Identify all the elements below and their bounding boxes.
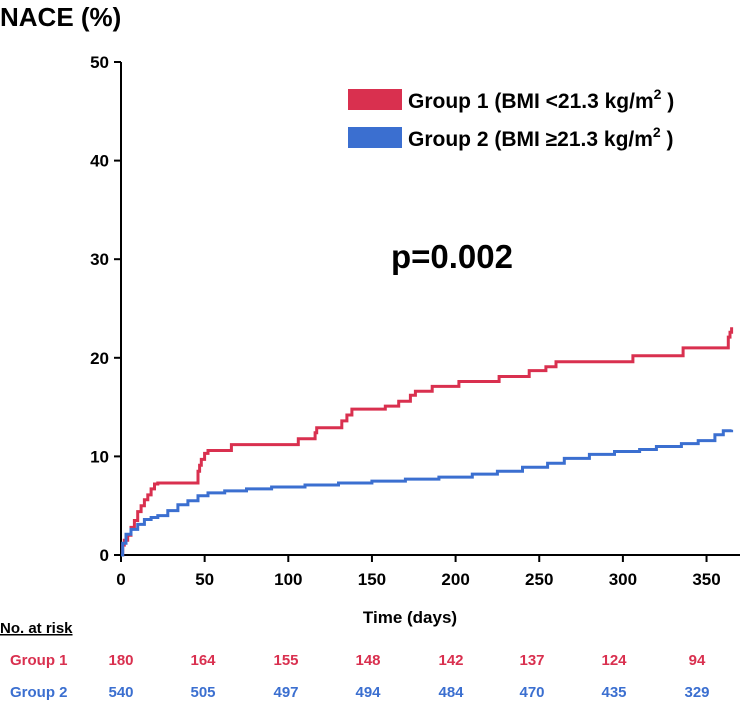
y-tick-label: 0 xyxy=(100,546,109,565)
risk-row-label: Group 1 xyxy=(10,652,68,669)
y-tick-label: 40 xyxy=(90,152,109,171)
risk-value: 470 xyxy=(519,684,544,701)
risk-value: 124 xyxy=(601,652,627,669)
risk-value: 137 xyxy=(519,652,544,669)
legend-swatch-group-2 xyxy=(348,127,402,148)
risk-row-label: Group 2 xyxy=(10,684,68,701)
x-axis-label: Time (days) xyxy=(363,608,457,627)
series-line-group-1 xyxy=(121,327,734,557)
x-tick-label: 250 xyxy=(525,570,553,589)
x-tick-label: 0 xyxy=(116,570,125,589)
risk-value: 494 xyxy=(355,684,381,701)
risk-value: 505 xyxy=(190,684,215,701)
risk-value: 435 xyxy=(601,684,626,701)
y-tick-label: 20 xyxy=(90,349,109,368)
risk-value: 94 xyxy=(689,652,706,669)
y-axis: 0 10 20 30 40 50 xyxy=(90,53,122,565)
risk-value: 180 xyxy=(108,652,133,669)
x-tick-label: 200 xyxy=(441,570,469,589)
x-tick-label: 300 xyxy=(609,570,637,589)
x-tick-label: 150 xyxy=(358,570,386,589)
y-axis-label: NACE (%) xyxy=(0,2,121,32)
x-axis: 0 50 100 150 200 250 300 350 xyxy=(116,554,740,589)
legend-swatch-group-1 xyxy=(348,89,402,110)
y-tick-label: 30 xyxy=(90,250,109,269)
x-tick-label: 50 xyxy=(195,570,214,589)
legend-label-group-1: Group 1 (BMI <21.3 kg/m2 ) xyxy=(408,86,674,113)
risk-table-title: No. at risk xyxy=(0,620,73,637)
risk-value: 142 xyxy=(438,652,463,669)
risk-table: No. at risk Group 1 180 164 155 148 142 137 124… xyxy=(0,620,710,701)
risk-value: 497 xyxy=(273,684,298,701)
risk-value: 484 xyxy=(438,684,464,701)
series-line-group-2 xyxy=(121,429,734,557)
risk-value: 148 xyxy=(355,652,380,669)
x-tick-label: 350 xyxy=(692,570,720,589)
risk-value: 329 xyxy=(684,684,709,701)
y-tick-label: 10 xyxy=(90,447,109,466)
risk-value: 164 xyxy=(190,652,216,669)
y-tick-label: 50 xyxy=(90,53,109,72)
risk-value: 155 xyxy=(273,652,298,669)
p-value-annotation: p=0.002 xyxy=(391,238,513,275)
curves xyxy=(121,327,734,557)
legend: Group 1 (BMI <21.3 kg/m2 ) Group 2 (BMI … xyxy=(348,86,674,151)
risk-value: 540 xyxy=(108,684,133,701)
x-tick-label: 100 xyxy=(274,570,302,589)
legend-label-group-2: Group 2 (BMI ≥21.3 kg/m2 ) xyxy=(408,124,674,151)
